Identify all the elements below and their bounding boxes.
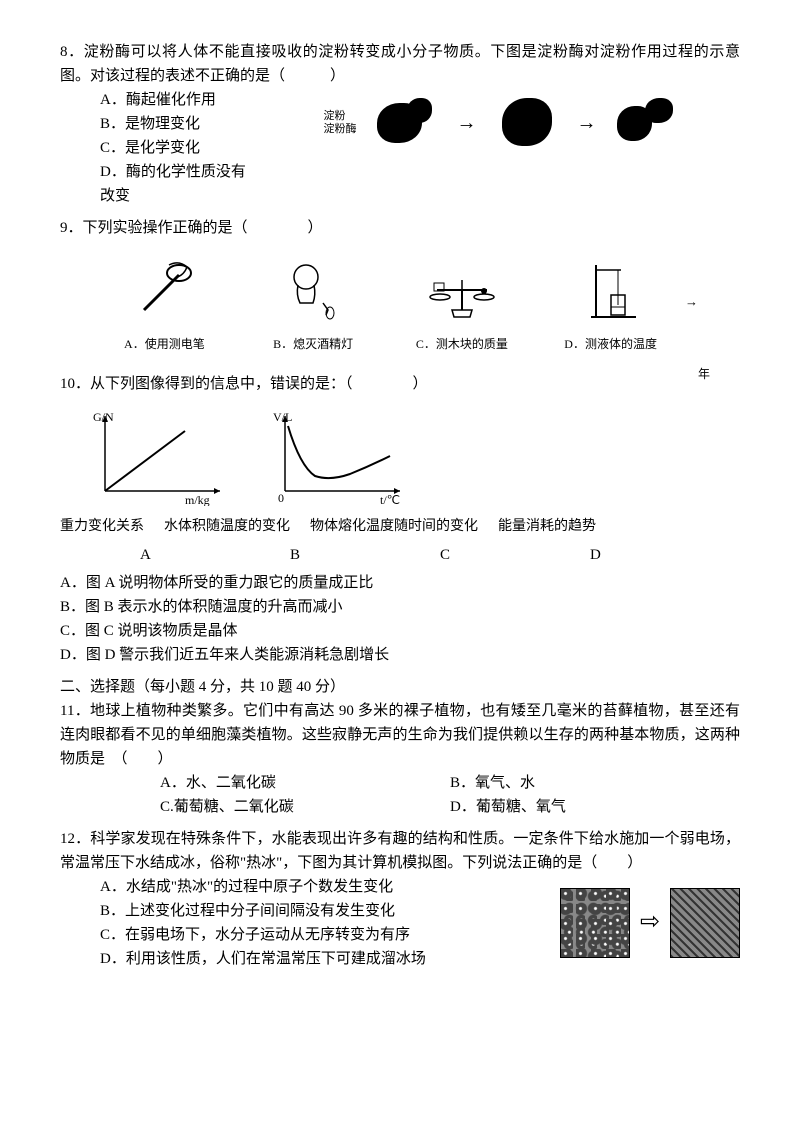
q9-text: 9．下列实验操作正确的是（ ） <box>60 216 740 240</box>
g2-y-axis: V/L <box>273 410 292 424</box>
arrow-icon: → <box>457 107 477 139</box>
q9-item-b: B．熄灭酒精灯 <box>239 250 388 354</box>
q10-body: 从下列图像得到的信息中，错误的是：（ ） <box>90 376 428 392</box>
q8-text: 8．淀粉酶可以将人体不能直接吸收的淀粉转变成小分子物质。下图是淀粉酶对淀粉作用过… <box>60 40 740 88</box>
question-8: 8．淀粉酶可以将人体不能直接吸收的淀粉转变成小分子物质。下图是淀粉酶对淀粉作用过… <box>60 40 740 208</box>
section-2-header: 二、选择题（每小题 4 分，共 10 题 40 分） <box>60 675 740 699</box>
g2-x-axis: t/℃ <box>380 493 400 506</box>
question-9: 9．下列实验操作正确的是（ ） A．使用测电笔 <box>60 216 740 364</box>
q12-text: 12．科学家发现在特殊条件下，水能表现出许多有趣的结构和性质。一定条件下给水施加… <box>60 827 740 875</box>
q10-number: 10． <box>60 376 90 392</box>
balance-scale-icon <box>388 250 537 330</box>
q8-option-b: B．是物理变化 <box>100 112 260 136</box>
q10-letter-c: C <box>440 543 590 567</box>
q12-simulation-images: ⇨ <box>560 875 740 971</box>
q8-options: A．酶起催化作用 B．是物理变化 C．是化学变化 D．酶的化学性质没有改变 <box>60 88 260 208</box>
q10-label-2: 水体积随温度的变化 <box>164 516 290 538</box>
alcohol-lamp-icon <box>239 250 388 330</box>
q12-option-d: D．利用该性质，人们在常温常压下可建成溜冰场 <box>100 947 560 971</box>
q10-option-b: B．图 B 表示水的体积随温度的升高而减小 <box>60 595 740 619</box>
q10-graph-row: G/N m/kg V/L t/℃ 0 <box>60 406 740 506</box>
graph-a: G/N m/kg <box>90 406 230 506</box>
q10-text: 10．从下列图像得到的信息中，错误的是：（ ） <box>60 372 740 396</box>
q12-option-c: C．在弱电场下，水分子运动从无序转变为有序 <box>100 923 560 947</box>
q12-option-a: A．水结成"热冰"的过程中原子个数发生变化 <box>100 875 560 899</box>
q10-label-4: 能量消耗的趋势 <box>498 516 596 538</box>
q11-option-b: B．氧气、水 <box>450 771 740 795</box>
question-10: 10．从下列图像得到的信息中，错误的是：（ ） G/N m/kg V/L <box>60 372 740 666</box>
q11-number: 11． <box>60 703 90 719</box>
q11-options: A．水、二氧化碳 B．氧气、水 C.葡萄糖、二氧化碳 D．葡萄糖、氧气 <box>60 771 740 819</box>
q10-option-c: C．图 C 说明该物质是晶体 <box>60 619 740 643</box>
q8-option-c: C．是化学变化 <box>100 136 260 160</box>
g1-x-axis: m/kg <box>185 493 210 506</box>
q9-image-row: A．使用测电笔 B．熄灭酒精灯 <box>60 240 740 364</box>
q12-content-row: A．水结成"热冰"的过程中原子个数发生变化 B．上述变化过程中分子间间隔没有发生… <box>60 875 740 971</box>
amylase-label: 淀粉酶 <box>324 123 357 136</box>
enzyme-blob-3 <box>617 98 677 148</box>
enzyme-labels: 淀粉 淀粉酶 <box>324 110 357 136</box>
g2-origin: 0 <box>278 491 284 505</box>
thermometer-stand-icon <box>536 250 685 330</box>
q8-content-row: A．酶起催化作用 B．是物理变化 C．是化学变化 D．酶的化学性质没有改变 淀粉… <box>60 88 740 208</box>
q10-label-1: 重力变化关系 <box>60 516 144 538</box>
enzyme-diagram: 淀粉 淀粉酶 → → <box>260 88 740 158</box>
question-12: 12．科学家发现在特殊条件下，水能表现出许多有趣的结构和性质。一定条件下给水施加… <box>60 827 740 971</box>
q12-number: 12． <box>60 831 90 847</box>
hot-ice-image <box>670 888 740 958</box>
q9-caption-b: B．熄灭酒精灯 <box>239 335 388 354</box>
q11-option-a: A．水、二氧化碳 <box>160 771 450 795</box>
q8-number: 8． <box>60 44 84 60</box>
q10-graph-labels: 重力变化关系 水体积随温度的变化 物体熔化温度随时间的变化 能量消耗的趋势 <box>60 516 740 538</box>
graph-b: V/L t/℃ 0 <box>270 406 410 506</box>
q11-text: 11．地球上植物种类繁多。它们中有高达 90 多米的裸子植物，也有矮至几毫米的苔… <box>60 699 740 771</box>
q10-letter-a: A <box>140 543 290 567</box>
transform-arrow-icon: ⇨ <box>640 903 660 941</box>
q9-number: 9． <box>60 220 83 236</box>
q9-caption-c: C．测木块的质量 <box>388 335 537 354</box>
q8-option-a: A．酶起催化作用 <box>100 88 260 112</box>
enzyme-blob-2 <box>497 98 557 148</box>
q10-option-a: A．图 A 说明物体所受的重力跟它的质量成正比 <box>60 571 740 595</box>
q9-item-d: D．测液体的温度 <box>536 250 685 354</box>
q10-letter-d: D <box>590 543 740 567</box>
q12-body: 科学家发现在特殊条件下，水能表现出许多有趣的结构和性质。一定条件下给水施加一个弱… <box>60 831 740 871</box>
q9-body: 下列实验操作正确的是（ ） <box>83 220 323 236</box>
axis-arrow-icon: → <box>685 292 698 313</box>
q11-option-d: D．葡萄糖、氧气 <box>450 795 740 819</box>
q9-caption-d: D．测液体的温度 <box>536 335 685 354</box>
q12-option-b: B．上述变化过程中分子间间隔没有发生变化 <box>100 899 560 923</box>
g1-y-axis: G/N <box>93 410 114 424</box>
q9-item-c: C．测木块的质量 <box>388 250 537 354</box>
q8-option-d: D．酶的化学性质没有改变 <box>100 160 260 208</box>
test-pen-icon <box>90 250 239 330</box>
q11-option-c: C.葡萄糖、二氧化碳 <box>160 795 450 819</box>
q10-option-d: D．图 D 警示我们近五年来人类能源消耗急剧增长 <box>60 643 740 667</box>
q12-options: A．水结成"热冰"的过程中原子个数发生变化 B．上述变化过程中分子间间隔没有发生… <box>60 875 560 971</box>
q8-body: 淀粉酶可以将人体不能直接吸收的淀粉转变成小分子物质。下图是淀粉酶对淀粉作用过程的… <box>60 44 740 84</box>
enzyme-blob-1 <box>377 98 437 148</box>
q11-body: 地球上植物种类繁多。它们中有高达 90 多米的裸子植物，也有矮至几毫米的苔藓植物… <box>60 703 740 767</box>
q10-letter-b: B <box>290 543 440 567</box>
year-label: 年 <box>698 365 710 384</box>
q10-label-3: 物体熔化温度随时间的变化 <box>310 516 478 538</box>
q10-letter-row: A B C D <box>60 543 740 567</box>
water-disorder-image <box>560 888 630 958</box>
starch-label: 淀粉 <box>324 110 357 123</box>
q9-item-a: A．使用测电笔 <box>90 250 239 354</box>
q9-caption-a: A．使用测电笔 <box>90 335 239 354</box>
question-11: 11．地球上植物种类繁多。它们中有高达 90 多米的裸子植物，也有矮至几毫米的苔… <box>60 699 740 819</box>
arrow-icon: → <box>577 107 597 139</box>
